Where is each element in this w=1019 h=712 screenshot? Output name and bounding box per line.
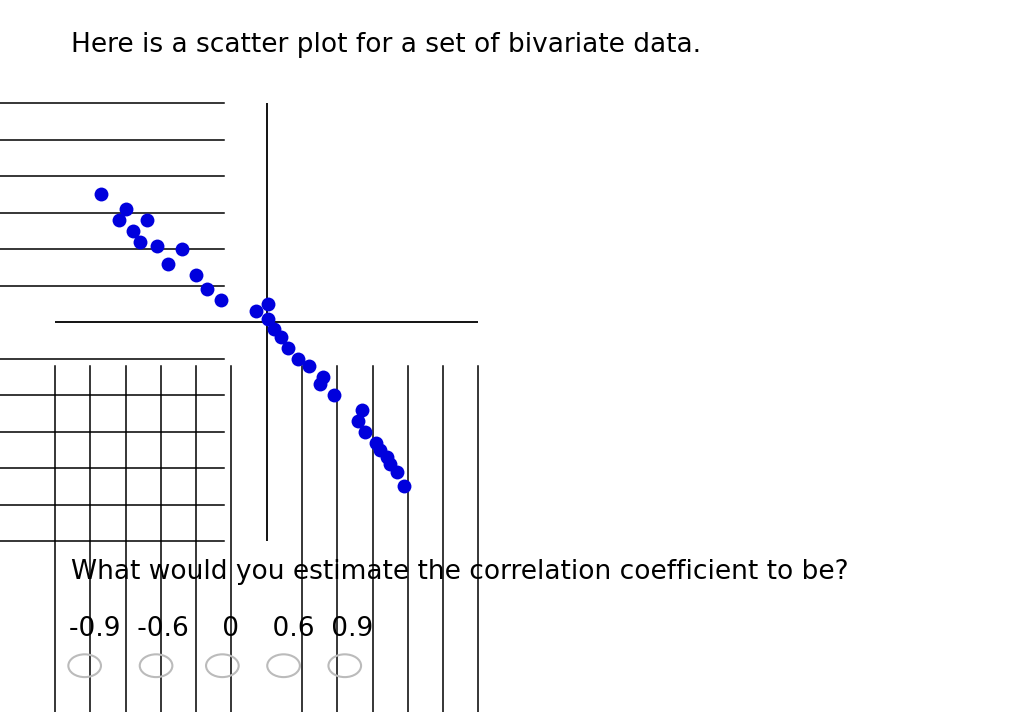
Text: What would you estimate the correlation coefficient to be?: What would you estimate the correlation … xyxy=(71,559,848,585)
Point xyxy=(260,313,276,324)
Point xyxy=(395,481,412,492)
Point xyxy=(315,371,331,382)
Point xyxy=(354,404,370,415)
Point xyxy=(248,305,264,317)
Text: -0.9  -0.6    0    0.6  0.9: -0.9 -0.6 0 0.6 0.9 xyxy=(69,616,373,642)
Point xyxy=(378,451,394,463)
Point xyxy=(368,437,384,449)
Point xyxy=(382,459,398,470)
Point xyxy=(325,389,341,401)
Point xyxy=(187,269,204,281)
Point xyxy=(272,331,288,342)
Point xyxy=(110,214,126,226)
Point xyxy=(124,225,141,236)
Point xyxy=(131,236,148,248)
Point xyxy=(290,353,307,365)
Point xyxy=(279,342,296,353)
Point xyxy=(265,324,281,335)
Text: Here is a scatter plot for a set of bivariate data.: Here is a scatter plot for a set of biva… xyxy=(71,32,701,58)
Point xyxy=(199,283,215,295)
Point xyxy=(301,360,317,372)
Point xyxy=(117,204,133,215)
Point xyxy=(350,415,366,426)
Point xyxy=(260,298,276,310)
Point xyxy=(357,426,373,437)
Point xyxy=(213,295,229,306)
Point xyxy=(371,444,387,456)
Point xyxy=(139,214,155,226)
Point xyxy=(388,466,405,478)
Point xyxy=(149,240,165,251)
Point xyxy=(173,244,191,255)
Point xyxy=(160,258,176,270)
Point xyxy=(311,379,327,390)
Point xyxy=(93,189,109,200)
